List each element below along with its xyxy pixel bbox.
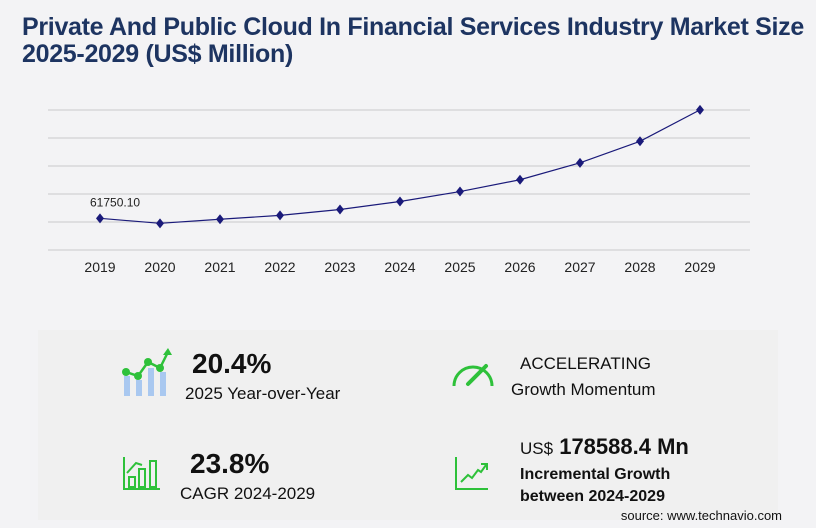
incremental-label-1: Incremental Growth (520, 466, 671, 483)
yoy-label: 2025 Year-over-Year (185, 384, 341, 403)
line-chart: 2019 2020 2021 2022 2023 2024 2025 2026 2027 2028… (48, 104, 750, 275)
growth-chart-icon (122, 348, 172, 396)
x-tick-label: 2026 (504, 259, 535, 275)
incremental-label-2: between 2024-2029 (520, 488, 665, 505)
kpi-panel (38, 330, 778, 520)
currency-prefix: US$ (520, 439, 554, 458)
x-tick-label: 2024 (384, 259, 415, 275)
data-label: 61750.10 (90, 195, 140, 209)
x-tick-label: 2025 (444, 259, 475, 275)
cagr-value: 23.8% (190, 448, 270, 479)
incremental-value: 178588.4 Mn (559, 434, 689, 459)
data-point (276, 210, 284, 221)
yoy-value: 20.4% (192, 348, 272, 379)
x-tick-label: 2029 (684, 259, 715, 275)
data-point (516, 174, 524, 185)
data-point (216, 214, 224, 225)
bar-chart-icon (123, 457, 160, 490)
data-point (336, 204, 344, 215)
x-tick-label: 2021 (204, 259, 235, 275)
source-credit: source: www.technavio.com (620, 508, 782, 523)
x-tick-label: 2027 (564, 259, 595, 275)
x-tick-label: 2023 (324, 259, 355, 275)
data-point (696, 104, 704, 115)
data-point (456, 186, 464, 197)
cagr-label: CAGR 2024-2029 (180, 484, 316, 503)
data-point (576, 157, 584, 168)
data-point (156, 218, 164, 229)
trend-up-icon (455, 457, 488, 490)
x-tick-label: 2019 (84, 259, 115, 275)
data-point (636, 136, 644, 147)
incremental-growth: US$ 178588.4 Mn (520, 434, 689, 460)
data-point (96, 213, 104, 224)
momentum-value: ACCELERATING (520, 354, 651, 373)
speedometer-icon (452, 364, 494, 387)
x-tick-label: 2020 (144, 259, 175, 275)
momentum-label: Growth Momentum (511, 380, 656, 399)
x-tick-label: 2022 (264, 259, 295, 275)
data-point (396, 196, 404, 207)
chart-title: Private And Public Cloud In Financial Se… (22, 13, 804, 68)
x-tick-label: 2028 (624, 259, 655, 275)
